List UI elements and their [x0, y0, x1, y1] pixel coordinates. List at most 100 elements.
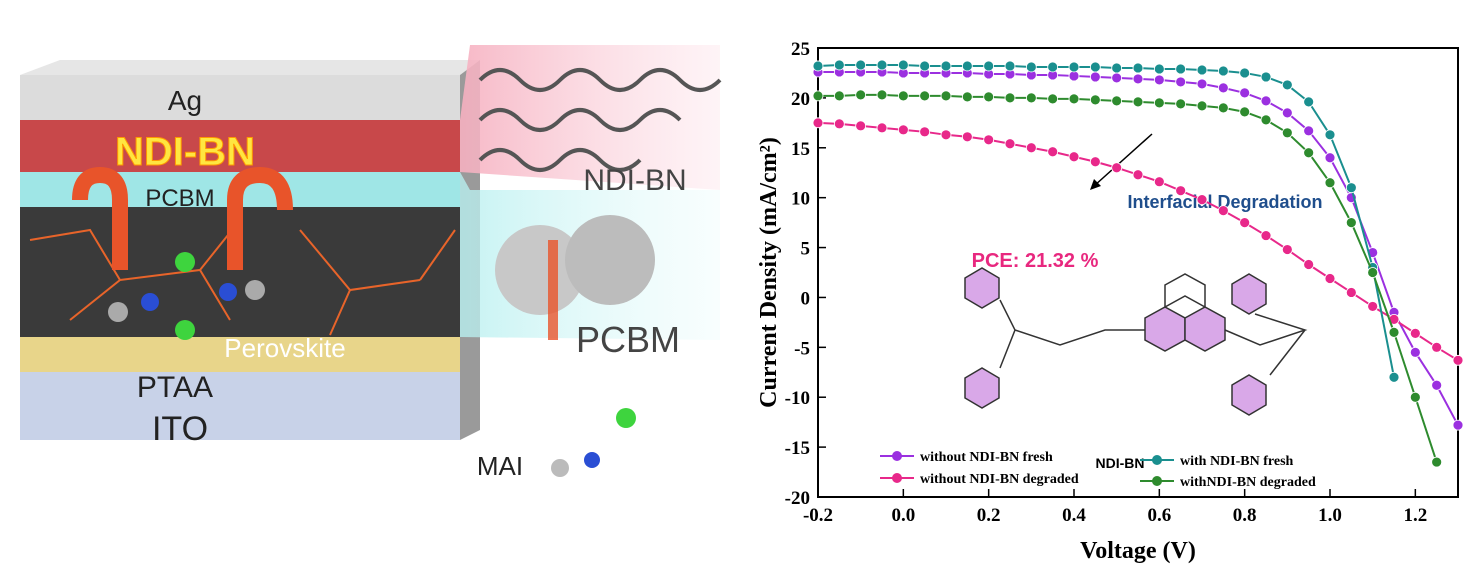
data-point — [1068, 70, 1080, 82]
data-point — [1281, 244, 1293, 255]
series-line — [817, 121, 1459, 362]
data-point — [1175, 76, 1187, 88]
data-point — [1452, 354, 1464, 366]
callout-label: MAI — [477, 451, 523, 481]
y-tick-label: -10 — [785, 388, 810, 409]
data-point — [1153, 74, 1165, 86]
data-point — [1132, 96, 1144, 108]
data-point — [1111, 162, 1123, 174]
legend-label: without NDI-BN degraded — [920, 472, 1079, 487]
annotation: Interfacial Degradation — [1127, 192, 1322, 212]
data-point — [1196, 194, 1208, 206]
legend-marker — [892, 473, 902, 483]
y-tick-label: 5 — [801, 239, 811, 260]
x-axis-label: Voltage (V) — [1080, 538, 1196, 564]
data-point — [1431, 379, 1443, 391]
data-point — [983, 134, 995, 146]
data-point — [1260, 230, 1272, 241]
top-face — [20, 60, 480, 75]
data-point — [1004, 138, 1016, 150]
ndi-layer — [20, 120, 460, 172]
data-point — [876, 89, 888, 101]
legend-label: with NDI-BN fresh — [1180, 454, 1294, 469]
layer-label: ITO — [152, 410, 208, 448]
fullerene — [495, 225, 585, 315]
data-point — [1281, 79, 1293, 91]
data-point — [1175, 63, 1187, 75]
data-point — [983, 60, 995, 72]
data-point — [1196, 100, 1208, 112]
y-tick-label: 15 — [791, 139, 810, 160]
grain-boundaries — [29, 219, 456, 336]
data-point — [1345, 287, 1357, 298]
data-point — [1345, 182, 1357, 194]
data-point — [1132, 73, 1144, 85]
data-point — [1345, 217, 1357, 229]
data-point — [919, 126, 931, 138]
data-point — [1281, 107, 1293, 119]
data-point — [1388, 371, 1400, 383]
data-point — [919, 90, 931, 102]
data-point — [1239, 217, 1251, 229]
arrow — [227, 166, 293, 270]
callout-label: NDI-BN — [583, 164, 686, 197]
atom — [245, 280, 265, 300]
series-line — [818, 93, 1438, 463]
data-point — [1068, 151, 1080, 163]
x-tick-label: 1.2 — [1403, 505, 1427, 526]
legend-label: without NDI-BN fresh — [920, 450, 1053, 465]
data-point — [1303, 147, 1315, 159]
arrow — [1093, 133, 1153, 187]
data-point — [1239, 87, 1251, 99]
data-point — [983, 91, 995, 103]
data-point — [1260, 114, 1272, 126]
data-point — [1388, 326, 1400, 338]
data-point — [876, 59, 888, 71]
atom — [108, 302, 128, 322]
data-point — [1111, 95, 1123, 107]
data-point — [897, 124, 909, 136]
data-point — [1196, 78, 1208, 90]
data-point — [1004, 92, 1016, 104]
data-point — [1260, 71, 1272, 83]
x-tick-label: 0.0 — [891, 505, 915, 526]
data-point — [1409, 346, 1421, 358]
data-point — [855, 89, 867, 101]
arrow — [72, 166, 128, 270]
jv-chart: Interfacial Degradation PCE: 21.32 % NDI… — [756, 39, 1464, 564]
data-point — [1303, 259, 1315, 270]
data-point — [1303, 125, 1315, 137]
data-point — [1409, 391, 1421, 403]
x-tick-label: 1.0 — [1318, 505, 1342, 526]
data-point — [1239, 67, 1251, 79]
data-point — [1068, 61, 1080, 73]
ito-layer — [20, 372, 460, 440]
ag-layer — [20, 75, 460, 120]
data-point — [833, 118, 845, 130]
plot-frame — [817, 47, 1459, 498]
data-point — [1111, 62, 1123, 74]
data-point — [940, 129, 952, 141]
data-point — [1239, 106, 1251, 118]
data-point — [1175, 185, 1187, 197]
y-tick-label: 10 — [791, 189, 810, 210]
data-point — [1217, 102, 1229, 114]
data-point — [1409, 327, 1421, 339]
data-point — [812, 117, 824, 129]
atom — [175, 252, 195, 272]
zoom-glow — [460, 45, 720, 190]
device-illustration: Ag NDI-BN PCBM Perovskite PTAA ITO NDI-B… — [20, 45, 722, 481]
data-point — [1111, 72, 1123, 84]
annotation: PCE: 21.32 % — [972, 250, 1099, 272]
layer-label: NDI-BN — [115, 130, 255, 174]
data-point — [961, 60, 973, 72]
data-point — [1324, 177, 1336, 189]
layer-label: PTAA — [137, 371, 213, 404]
data-point — [1324, 273, 1336, 284]
data-point — [1324, 152, 1336, 164]
data-point — [1217, 82, 1229, 94]
molecule — [964, 267, 1308, 416]
data-point — [897, 59, 909, 71]
layer-label: PCBM — [145, 185, 214, 212]
data-point — [1153, 97, 1165, 109]
